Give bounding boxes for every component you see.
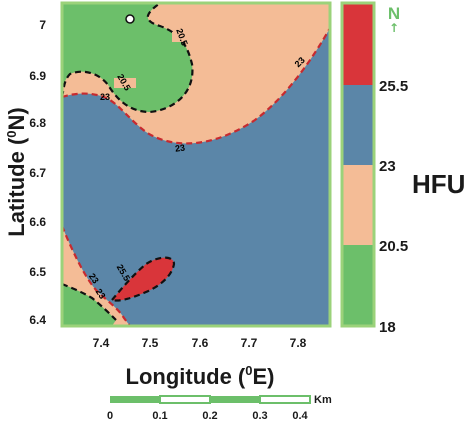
contour-20-5-southwest	[62, 282, 117, 321]
north-label: N	[388, 4, 400, 23]
scale-bar-label: 0.2	[202, 410, 217, 422]
small-contour-loop	[125, 14, 135, 24]
scale-bar-segment	[259, 395, 311, 404]
contour-23-southwest	[62, 225, 131, 326]
colorbar-tick-label: 20.5	[379, 238, 408, 255]
contour-20-5-northwest	[62, 3, 194, 114]
north-arrow-icon: ↑	[389, 21, 399, 35]
y-tick-label: 6.5	[29, 265, 46, 279]
contour-label: 23	[94, 287, 108, 301]
colorbar-class-blue	[342, 85, 374, 165]
scale-bar-label: 0	[107, 410, 113, 422]
colorbar-frame	[340, 1, 376, 328]
x-tick-label: 7.8	[290, 336, 307, 350]
scale-bar-segment	[159, 395, 211, 404]
legend-unit-label: HFU	[412, 169, 465, 199]
contour-label: 23	[174, 142, 185, 153]
x-tick-label: 7.5	[142, 336, 159, 350]
colorbar-tick-label: 23	[379, 158, 396, 175]
colorbar-legend: 25.5 23 20.5 18 HFU	[340, 1, 465, 336]
colorbar-class-green	[342, 245, 374, 326]
y-axis: 7 6.9 6.8 6.7 6.6 6.5 6.4 Latitude (0N)	[4, 18, 46, 327]
scale-bar-label: 0.3	[252, 410, 267, 422]
y-axis-title: Latitude (0N)	[4, 107, 29, 236]
scale-bar-label: 0.1	[152, 410, 167, 422]
y-tick-label: 7	[39, 18, 46, 32]
scale-bar-segment	[210, 396, 260, 403]
y-tick-label: 6.6	[29, 215, 46, 229]
x-axis-title: Longitude (0E)	[126, 363, 275, 389]
x-tick-label: 7.7	[241, 336, 258, 350]
scale-bar-segment	[110, 396, 160, 403]
contour-23-northeast	[62, 27, 330, 145]
scale-bar-unit: Km	[314, 394, 332, 406]
contour-25-5-anomaly	[110, 256, 176, 302]
zone-red-anomaly	[112, 257, 174, 301]
map-frame	[60, 1, 332, 328]
contour-label: 23	[100, 92, 110, 102]
colorbar-class-peach	[342, 165, 374, 245]
map-panel: 20.5 20.5 23 23 23 23 25.5 23	[60, 1, 332, 328]
colorbar-class-red	[342, 3, 374, 85]
y-tick-label: 6.7	[29, 166, 46, 180]
x-axis: 7.4 7.5 7.6 7.7 7.8 Longitude (0E)	[93, 336, 307, 389]
zone-blue	[62, 28, 330, 326]
zone-green-northwest	[62, 3, 193, 112]
y-tick-label: 6.8	[29, 116, 46, 130]
contour-label: 23	[87, 271, 101, 285]
north-arrow: N ↑	[388, 4, 400, 35]
y-tick-label: 6.4	[29, 313, 46, 327]
colorbar-tick-label: 25.5	[379, 78, 408, 95]
zone-green-southwest	[62, 284, 116, 326]
scale-bar-label: 0.4	[292, 410, 308, 422]
x-tick-label: 7.4	[93, 336, 110, 350]
scale-bar: Km 0 0.1 0.2 0.3 0.4	[107, 394, 332, 422]
y-tick-label: 6.9	[29, 69, 46, 83]
colorbar-tick-label: 18	[379, 319, 396, 336]
x-tick-label: 7.6	[192, 336, 209, 350]
